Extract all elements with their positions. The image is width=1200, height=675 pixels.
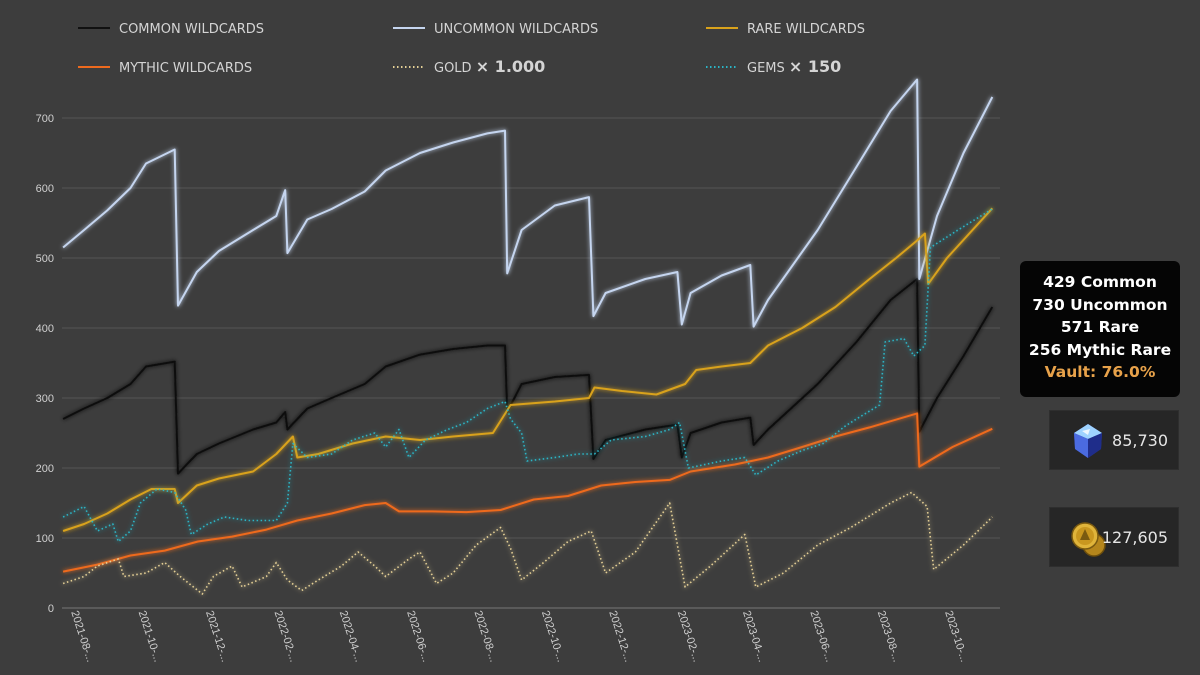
gems-value: 85,730 — [1112, 431, 1168, 450]
series-line-1 — [62, 78, 994, 328]
y-tick-label: 0 — [48, 603, 54, 615]
x-tick-label: 2022-10-... — [539, 609, 567, 663]
x-tick-label: 2023-02-... — [675, 609, 703, 663]
summary-mythic: 256 Mythic Rare — [1028, 340, 1172, 359]
x-tick-label: 2022-02-... — [272, 609, 300, 663]
series-line-5 — [62, 208, 993, 543]
legend-label: GEMS × 150 — [747, 57, 841, 76]
series-line-4 — [62, 491, 993, 595]
x-tick-label: 2021-10-... — [136, 609, 164, 663]
x-tick-label: 2023-04-... — [740, 609, 768, 663]
x-tick-label: 2022-12-... — [606, 609, 634, 663]
y-tick-label: 400 — [36, 323, 54, 335]
x-tick-label: 2023-08-... — [875, 609, 903, 663]
legend-label: MYTHIC WILDCARDS — [119, 61, 252, 76]
series-lines — [62, 78, 994, 595]
legend: COMMON WILDCARDS UNCOMMON WILDCARDS RARE W… — [78, 22, 865, 76]
y-tick-label: 500 — [36, 253, 54, 265]
legend-label: GOLD × 1.000 — [434, 57, 545, 76]
gold-value: 127,605 — [1101, 528, 1168, 547]
summary-rare: 571 Rare — [1060, 318, 1140, 336]
gems-box: 85,730 — [1049, 410, 1179, 470]
y-tick-label: 700 — [36, 113, 54, 125]
series-line-2 — [62, 207, 994, 532]
x-tick-label: 2022-08-... — [472, 609, 500, 663]
series-line-0 — [62, 278, 994, 475]
x-axis: 2021-08-... 2021-10-... 2021-12-... 2022-02… — [68, 609, 970, 663]
gem-crystal-icon — [1074, 424, 1102, 458]
x-tick-label: 2023-06-... — [807, 609, 835, 663]
legend-label: COMMON WILDCARDS — [119, 22, 264, 37]
summary-uncommon: 730 Uncommon — [1032, 295, 1168, 314]
x-tick-label: 2021-12-... — [203, 609, 231, 663]
gold-box: 127,605 — [1049, 507, 1179, 567]
x-tick-label: 2023-10-... — [942, 609, 970, 663]
summary-common: 429 Common — [1043, 273, 1157, 291]
legend-label: UNCOMMON WILDCARDS — [434, 22, 598, 37]
wildcard-summary-box: 429 Common 730 Uncommon 571 Rare 256 Myt… — [1020, 261, 1180, 397]
x-tick-label: 2022-04-... — [337, 609, 365, 663]
gridlines — [62, 117, 1000, 609]
series-line-3 — [62, 412, 993, 573]
x-tick-label: 2021-08-... — [68, 609, 96, 663]
summary-vault: Vault: 76.0% — [1044, 363, 1156, 381]
legend-label: RARE WILDCARDS — [747, 22, 865, 37]
y-axis: 0 100 200 300 400 500 600 700 — [36, 113, 54, 615]
y-tick-label: 200 — [36, 463, 54, 475]
x-tick-label: 2022-06-... — [404, 609, 432, 663]
y-tick-label: 600 — [36, 183, 54, 195]
y-tick-label: 300 — [36, 393, 54, 405]
y-tick-label: 100 — [36, 533, 54, 545]
gold-coins-icon — [1071, 522, 1106, 557]
